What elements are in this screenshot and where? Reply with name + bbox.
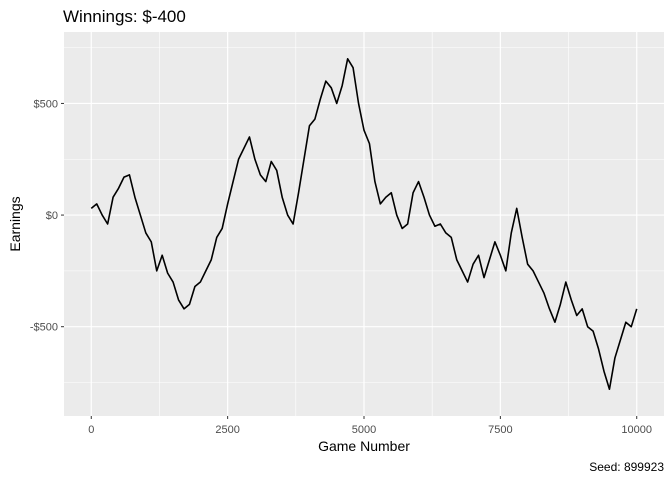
x-axis-ticks: 0 2500 5000 7500 10000 <box>88 416 652 436</box>
seed-caption: Seed: 899923 <box>589 460 664 474</box>
major-gridlines <box>64 32 664 416</box>
y-axis-ticks: -$500 $0 $500 <box>30 98 64 334</box>
y-tick-label: -$500 <box>30 322 58 334</box>
x-tick-label: 0 <box>88 424 94 436</box>
y-tick-label: $0 <box>46 210 58 222</box>
x-tick-label: 2500 <box>215 424 239 436</box>
y-axis-title: Earnings <box>7 196 23 251</box>
chart-title: Winnings: $-400 <box>63 7 186 26</box>
earnings-line <box>90 57 638 391</box>
x-tick-label: 5000 <box>352 424 376 436</box>
x-tick-label: 7500 <box>488 424 512 436</box>
x-axis-title: Game Number <box>318 438 410 454</box>
y-tick-label: $500 <box>34 98 58 110</box>
x-tick-label: 10000 <box>621 424 652 436</box>
